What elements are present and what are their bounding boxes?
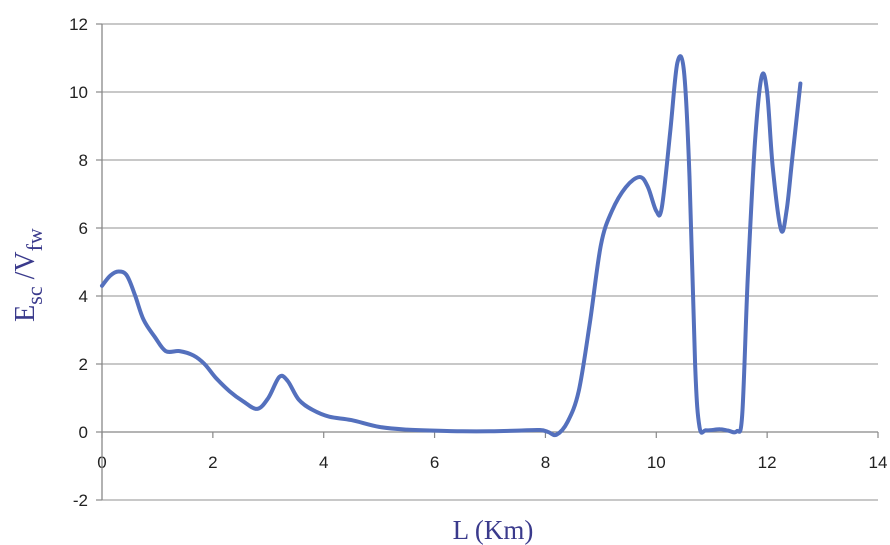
x-axis-ticks: 02468101214 (97, 432, 887, 472)
series-line (102, 56, 800, 435)
x-tick-label: 4 (319, 453, 328, 472)
y-tick-label: 2 (79, 355, 88, 374)
y-axis-ticks: -2 0 2 4 6 8 10 12 (69, 15, 102, 510)
x-axis-label: L (Km) (453, 515, 534, 545)
x-tick-label: 6 (430, 453, 439, 472)
y-axis-label-sub1: sc (22, 286, 47, 305)
y-axis-label-mid: /V (10, 251, 41, 286)
y-tick-label: 8 (79, 151, 88, 170)
axes (102, 24, 878, 500)
x-tick-label: 8 (541, 453, 550, 472)
x-tick-label: 10 (647, 453, 666, 472)
gridlines (102, 24, 878, 500)
y-tick-label: 12 (69, 15, 88, 34)
y-axis-label-sub2: fw (22, 228, 47, 251)
y-tick-label: 4 (79, 287, 88, 306)
y-axis-label: Esc /Vfw (10, 228, 47, 322)
x-tick-label: 2 (208, 453, 217, 472)
y-axis-label-main: E (10, 305, 41, 322)
y-tick-label: -2 (73, 491, 88, 510)
y-tick-label: 10 (69, 83, 88, 102)
y-tick-label: 6 (79, 219, 88, 238)
y-tick-label: 0 (79, 423, 88, 442)
x-tick-label: 12 (758, 453, 777, 472)
x-tick-label: 14 (869, 453, 888, 472)
series-group (102, 56, 800, 435)
